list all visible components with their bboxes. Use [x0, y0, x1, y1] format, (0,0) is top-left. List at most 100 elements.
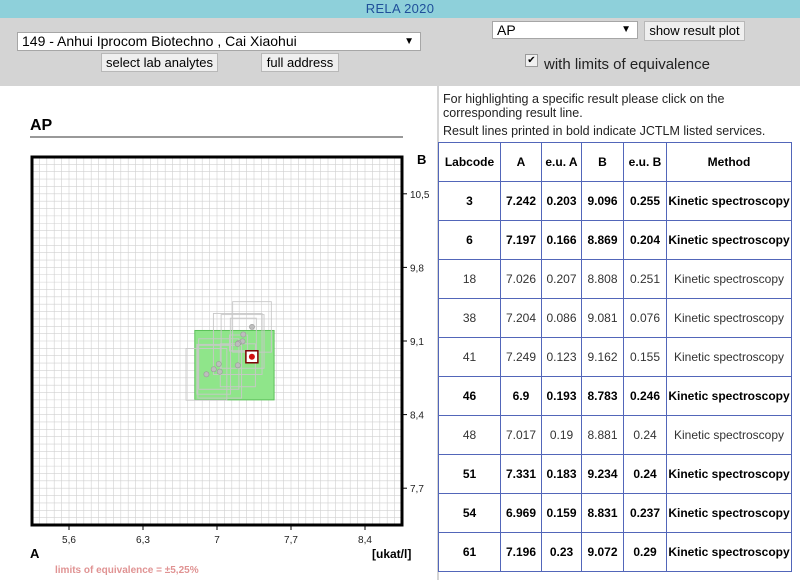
analyte-select-value: AP — [497, 22, 516, 38]
cell-eu-b: 0.155 — [623, 337, 667, 377]
cell-eu-a: 0.19 — [541, 415, 582, 455]
analyte-select[interactable]: AP ▼ — [492, 21, 638, 39]
data-point — [203, 371, 210, 378]
chevron-down-icon: ▼ — [621, 24, 631, 35]
chart-title: AP — [30, 117, 53, 134]
y-tick-label: 8,4 — [410, 411, 424, 422]
data-point — [249, 324, 255, 330]
show-result-plot-button[interactable]: show result plot — [644, 21, 745, 41]
unit-label: [ukat/l] — [372, 547, 412, 561]
cell-a: 7.196 — [500, 532, 542, 572]
cell-eu-b: 0.251 — [623, 259, 667, 299]
cell-eu-b: 0.24 — [623, 415, 667, 455]
cell-labcode: 41 — [438, 337, 501, 377]
cell-b: 9.162 — [581, 337, 624, 377]
cell-eu-a: 0.166 — [541, 220, 582, 260]
cell-a: 7.197 — [500, 220, 542, 260]
limits-checkbox-label: with limits of equivalence — [544, 56, 710, 73]
full-address-button[interactable]: full address — [261, 53, 339, 72]
cell-a: 6.9 — [500, 376, 542, 416]
table-row[interactable]: 54 6.969 0.159 8.831 0.237 Kinetic spectrosco… — [438, 493, 792, 533]
table-row[interactable]: 61 7.196 0.23 9.072 0.29 Kinetic spectroscopy — [438, 532, 792, 572]
highlight-point — [248, 353, 255, 360]
analyte-panel: AP ▼ show result plot ✔ with limits of e… — [439, 18, 800, 86]
table-row[interactable]: 3 7.242 0.203 9.096 0.255 Kinetic spectroscop… — [438, 181, 792, 221]
table-row[interactable]: 6 7.197 0.166 8.869 0.204 Kinetic spectroscop… — [438, 220, 792, 260]
y-tick-label: 9,1 — [410, 337, 424, 348]
y-tick-label: 9,8 — [410, 263, 424, 274]
axis-label-a: A — [30, 546, 40, 561]
x-tick-label: 8,4 — [358, 535, 372, 546]
select-lab-analytes-button[interactable]: select lab analytes — [101, 53, 218, 72]
table-row[interactable]: 46 6.9 0.193 8.783 0.246 Kinetic spectroscopy — [438, 376, 792, 416]
table-row[interactable]: 38 7.204 0.086 9.081 0.076 Kinetic spectrosco… — [438, 298, 792, 338]
y-tick-label: 7,7 — [410, 484, 424, 495]
cell-method: Kinetic spectroscopy — [666, 181, 792, 221]
cell-eu-b: 0.255 — [623, 181, 667, 221]
cell-method: Kinetic spectroscopy — [666, 493, 792, 533]
cell-labcode: 38 — [438, 298, 501, 338]
header-eu-b: e.u. B — [623, 142, 667, 182]
cell-a: 7.026 — [500, 259, 542, 299]
plot-grid — [32, 157, 402, 525]
chevron-down-icon: ▼ — [404, 36, 414, 47]
cell-eu-a: 0.193 — [541, 376, 582, 416]
cell-b: 8.869 — [581, 220, 624, 260]
table-header-row: Labcode A e.u. A B e.u. B Method — [438, 142, 792, 182]
header-labcode: Labcode — [438, 142, 501, 182]
cell-eu-a: 0.207 — [541, 259, 582, 299]
cell-eu-a: 0.123 — [541, 337, 582, 377]
results-table: Labcode A e.u. A B e.u. B Method 3 7.242 0… — [438, 142, 792, 572]
uncertainty-box — [197, 344, 243, 399]
cell-a: 7.331 — [500, 454, 542, 494]
lab-panel: 149 - Anhui Iprocom Biotechno , Cai Xiao… — [0, 18, 438, 86]
cell-eu-b: 0.29 — [623, 532, 667, 572]
cell-b: 9.072 — [581, 532, 624, 572]
x-tick-label: 7,7 — [284, 535, 298, 546]
info-bold-text: Result lines printed in bold indicate JC… — [443, 124, 766, 138]
table-row[interactable]: 51 7.331 0.183 9.234 0.24 Kinetic spectroscop… — [438, 454, 792, 494]
data-point — [215, 361, 222, 367]
cell-b: 8.831 — [581, 493, 624, 533]
cell-method: Kinetic spectroscopy — [666, 532, 792, 572]
cell-eu-a: 0.23 — [541, 532, 582, 572]
table-row[interactable]: 18 7.026 0.207 8.808 0.251 Kinetic spectrosco… — [438, 259, 792, 299]
cell-b: 8.808 — [581, 259, 624, 299]
cell-b: 8.783 — [581, 376, 624, 416]
youden-plot: 5,6 6,3 7 7,7 8,4 10,5 9,8 9,1 8,4 7,7 — [30, 155, 430, 546]
cell-b: 9.234 — [581, 454, 624, 494]
limits-checkbox[interactable]: ✔ — [525, 54, 538, 67]
title-underline — [30, 136, 403, 138]
cell-method: Kinetic spectroscopy — [666, 337, 792, 377]
app-title-bar: RELA 2020 — [0, 0, 800, 18]
cell-a: 7.017 — [500, 415, 542, 455]
cell-b: 8.881 — [581, 415, 624, 455]
table-row[interactable]: 41 7.249 0.123 9.162 0.155 Kinetic spectrosco… — [438, 337, 792, 377]
cell-labcode: 54 — [438, 493, 501, 533]
cell-method: Kinetic spectroscopy — [666, 259, 792, 299]
lab-select[interactable]: 149 - Anhui Iprocom Biotechno , Cai Xiao… — [17, 32, 421, 51]
header-method: Method — [666, 142, 792, 182]
cell-b: 9.096 — [581, 181, 624, 221]
cell-eu-b: 0.24 — [623, 454, 667, 494]
cell-a: 7.242 — [500, 181, 542, 221]
axis-label-b: B — [417, 152, 427, 167]
cell-labcode: 18 — [438, 259, 501, 299]
cell-labcode: 6 — [438, 220, 501, 260]
cell-eu-a: 0.203 — [541, 181, 582, 221]
data-point — [210, 366, 217, 373]
header-eu-a: e.u. A — [541, 142, 582, 182]
cell-labcode: 51 — [438, 454, 501, 494]
data-point — [234, 341, 241, 347]
cell-eu-a: 0.183 — [541, 454, 582, 494]
table-row[interactable]: 48 7.017 0.19 8.881 0.24 Kinetic spectroscopy — [438, 415, 792, 455]
header-a: A — [500, 142, 542, 182]
cell-eu-a: 0.086 — [541, 298, 582, 338]
info-highlight-text: For highlighting a specific result pleas… — [443, 92, 725, 120]
uncertainty-box — [212, 313, 263, 375]
cell-method: Kinetic spectroscopy — [666, 220, 792, 260]
cell-eu-a: 0.159 — [541, 493, 582, 533]
uncertainty-box — [229, 317, 257, 352]
data-point — [240, 331, 247, 338]
cell-a: 7.249 — [500, 337, 542, 377]
